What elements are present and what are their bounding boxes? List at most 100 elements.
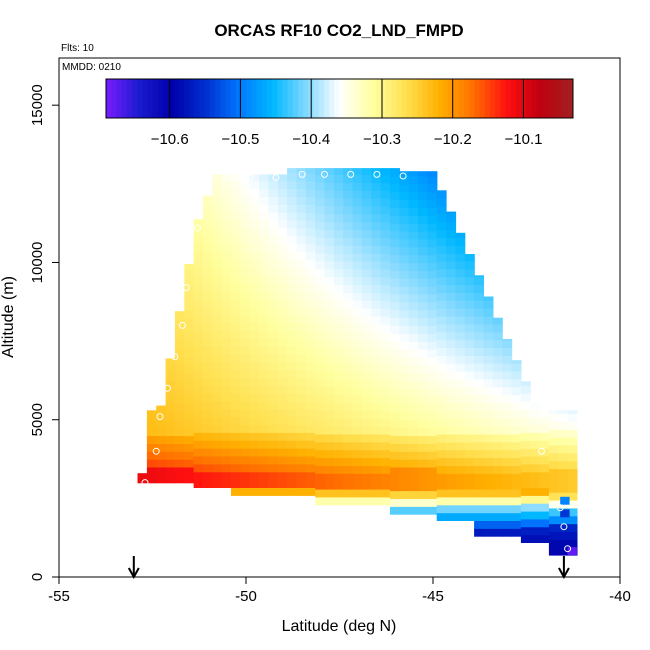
heatmap-cell xyxy=(268,290,279,300)
heatmap-cell xyxy=(408,215,419,224)
heatmap-cell xyxy=(315,394,326,404)
heatmap-cell xyxy=(333,496,344,506)
profile-point xyxy=(156,413,164,421)
heatmap-cell xyxy=(343,213,354,223)
heatmap-cell xyxy=(165,364,176,374)
heatmap-cell xyxy=(492,528,503,537)
heatmap-cell xyxy=(240,377,251,386)
heatmap-cell xyxy=(343,363,354,372)
heatmap-cell xyxy=(418,293,428,303)
colorbar-swatch xyxy=(142,79,149,118)
colorbar-swatch xyxy=(406,79,413,118)
heatmap-cell xyxy=(259,385,270,394)
colorbar-swatch xyxy=(131,79,138,118)
heatmap-cell xyxy=(240,345,251,355)
heatmap-cell xyxy=(287,337,297,347)
heatmap-cell xyxy=(492,347,503,356)
heatmap-cell xyxy=(548,539,559,548)
heatmap-cell xyxy=(418,278,428,287)
y-tick-label: 15000 xyxy=(29,84,46,126)
heatmap-cell xyxy=(446,371,457,380)
heatmap-cell xyxy=(240,424,251,433)
heatmap-cell xyxy=(231,290,241,300)
heatmap-cell xyxy=(268,400,279,410)
heatmap-cell xyxy=(455,371,466,380)
heatmap-cell xyxy=(231,393,241,402)
heatmap-cell xyxy=(520,487,531,496)
heatmap-cell xyxy=(324,386,335,396)
colorbar-swatch xyxy=(396,79,403,118)
heatmap-cell xyxy=(193,432,204,441)
heatmap-cell xyxy=(446,512,457,521)
heatmap-cell xyxy=(474,292,484,301)
heatmap-cell xyxy=(427,333,438,342)
heatmap-cell xyxy=(502,386,513,396)
heatmap-cell xyxy=(305,330,316,339)
heatmap-cell xyxy=(268,345,279,355)
heatmap-cell xyxy=(558,547,569,556)
heatmap-cell xyxy=(343,260,354,270)
heatmap-cell xyxy=(446,253,457,262)
heatmap-cell xyxy=(492,441,503,451)
heatmap-cell xyxy=(390,286,400,295)
heatmap-cell xyxy=(483,296,494,301)
heatmap-cell xyxy=(287,212,297,221)
colorbar-tick-label: −10.1 xyxy=(505,131,543,148)
heatmap-cell xyxy=(315,237,326,246)
heatmap-cell xyxy=(474,418,484,427)
heatmap-cell xyxy=(315,441,326,451)
heatmap-cell xyxy=(427,301,438,311)
heatmap-cell xyxy=(464,512,475,521)
heatmap-cell xyxy=(333,168,344,175)
heatmap-cell xyxy=(287,220,297,229)
heatmap-cell xyxy=(380,198,391,207)
heatmap-cell xyxy=(315,347,326,356)
heatmap-cell xyxy=(174,372,185,381)
heatmap-cell xyxy=(380,394,391,404)
y-axis-label: Altitude (m) xyxy=(0,276,17,358)
heatmap-cell xyxy=(464,284,475,293)
heatmap-cell xyxy=(333,363,344,372)
heatmap-cell xyxy=(184,270,195,279)
heatmap-cell xyxy=(343,331,354,341)
heatmap-cell xyxy=(474,433,484,443)
heatmap-cell xyxy=(287,322,297,331)
heatmap-cell xyxy=(408,396,419,405)
heatmap-cell xyxy=(203,251,213,260)
heatmap-cell xyxy=(315,198,326,207)
heatmap-cell xyxy=(305,220,316,229)
heatmap-cell xyxy=(193,361,204,370)
heatmap-cell xyxy=(567,460,578,470)
heatmap-cell xyxy=(296,322,307,331)
heatmap-cell xyxy=(390,231,400,240)
heatmap-cell xyxy=(324,355,335,364)
heatmap-cell xyxy=(446,347,457,356)
heatmap-cell xyxy=(483,504,494,514)
heatmap-cell xyxy=(399,270,410,279)
heatmap-cell xyxy=(371,488,382,498)
heatmap-cell xyxy=(436,308,447,317)
heatmap-cell xyxy=(455,449,466,459)
heatmap-cell xyxy=(324,418,335,427)
heatmap-cell xyxy=(212,330,223,339)
heatmap-cell xyxy=(455,465,466,474)
heatmap-cell xyxy=(399,207,410,216)
heatmap-cell xyxy=(315,449,326,459)
profile-point xyxy=(152,447,160,455)
profile-points xyxy=(141,170,572,553)
heatmap-cell xyxy=(343,496,354,506)
heatmap-cell xyxy=(399,482,410,492)
heatmap-cell xyxy=(352,284,363,293)
heatmap-cell xyxy=(399,171,410,177)
heatmap-cell xyxy=(259,275,270,284)
heatmap-cell xyxy=(277,455,288,465)
heatmap-cell xyxy=(520,416,531,426)
heatmap-cell xyxy=(174,325,185,334)
heatmap-cell xyxy=(492,402,503,411)
heatmap-cell xyxy=(455,441,466,451)
heatmap-cell xyxy=(221,251,232,260)
heatmap-cell xyxy=(511,449,522,459)
heatmap-cell xyxy=(203,424,213,433)
heatmap-cell xyxy=(277,298,288,308)
heatmap-cell xyxy=(352,260,363,270)
